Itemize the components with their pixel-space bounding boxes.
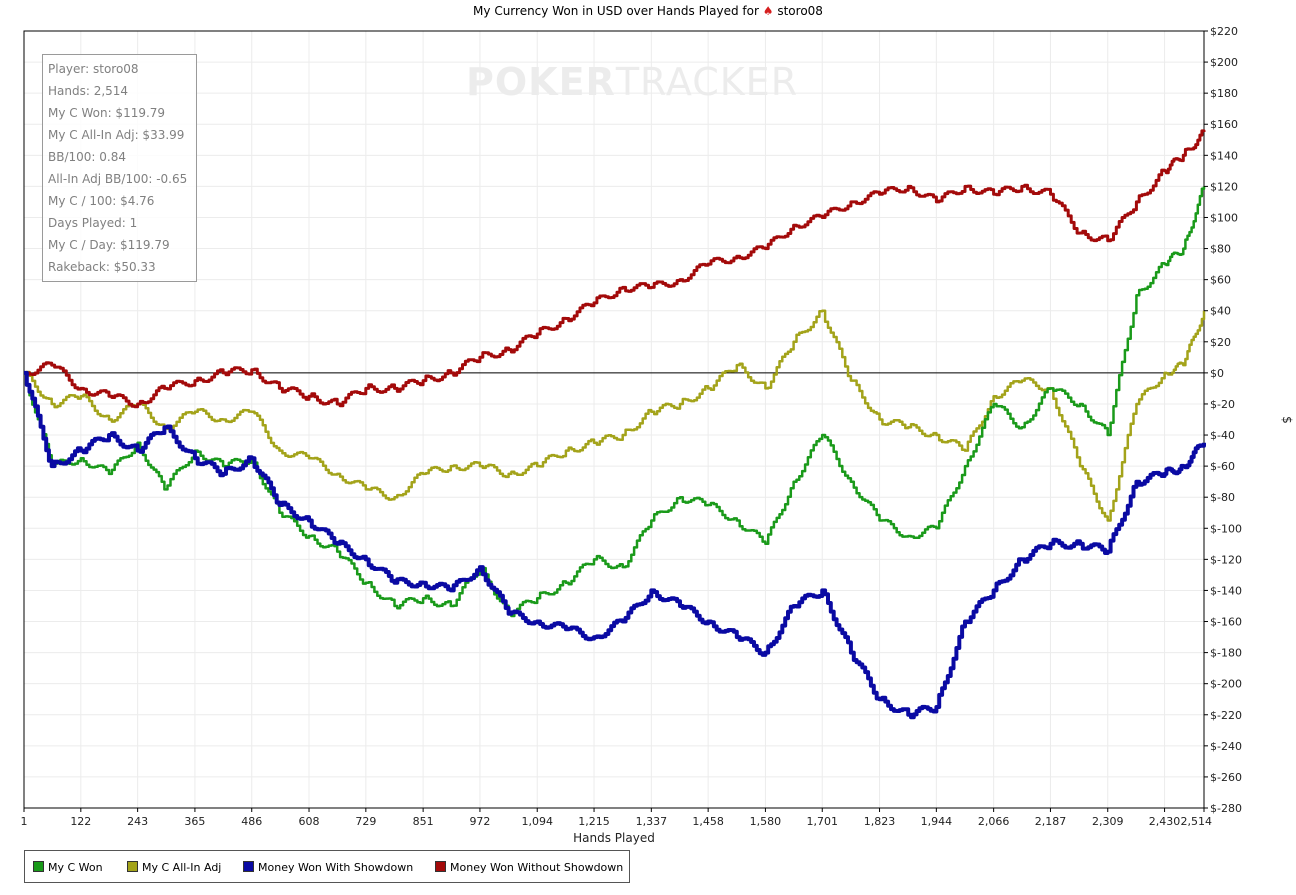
y-tick-label: $100 xyxy=(1210,211,1238,224)
stat-hands: Hands: 2,514 xyxy=(48,84,129,98)
x-tick-label: 243 xyxy=(127,815,148,828)
y-tick-label: $20 xyxy=(1210,336,1231,349)
x-tick-label: 2,309 xyxy=(1092,815,1124,828)
y-tick-label: $-240 xyxy=(1210,740,1242,753)
series-line-money-won-with-showdown xyxy=(24,370,1206,720)
series-line-money-won-without-showdown xyxy=(24,129,1206,409)
y-tick-label: $120 xyxy=(1210,180,1238,193)
pokertracker-watermark: POKERTRACKER xyxy=(466,60,798,104)
stat-rakeback: Rakeback: $50.33 xyxy=(48,260,156,274)
legend-swatch xyxy=(127,861,138,872)
x-tick-label: 1,944 xyxy=(921,815,953,828)
y-tick-label: $-120 xyxy=(1210,553,1242,566)
y-tick-label: $80 xyxy=(1210,243,1231,256)
chart-title-text: My Currency Won in USD over Hands Played… xyxy=(473,4,759,18)
x-tick-label: 1 xyxy=(21,815,28,828)
stat-my-c-won: My C Won: $119.79 xyxy=(48,106,166,120)
y-tick-label: $-140 xyxy=(1210,584,1242,597)
stat-my-c-per-day: My C / Day: $119.79 xyxy=(48,238,170,252)
x-tick-label: 1,701 xyxy=(806,815,838,828)
y-tick-label: $-20 xyxy=(1210,398,1235,411)
series-line-my-c-won xyxy=(24,186,1206,618)
series-line-my-c-all-in-adj xyxy=(24,309,1206,522)
y-tick-label: $40 xyxy=(1210,305,1231,318)
stat-my-c-all-in-adj: My C All-In Adj: $33.99 xyxy=(48,128,185,142)
legend-item-showdown[interactable]: Money Won With Showdown xyxy=(243,861,413,874)
y-tick-label: $-80 xyxy=(1210,491,1235,504)
x-tick-label: 729 xyxy=(355,815,376,828)
watermark-light: TRACKER xyxy=(615,60,799,104)
y-tick-label: $200 xyxy=(1210,56,1238,69)
legend: My C Won My C All-In Adj Money Won With … xyxy=(24,850,630,883)
y-tick-label: $-260 xyxy=(1210,771,1242,784)
x-tick-label: 2,066 xyxy=(978,815,1010,828)
legend-label: My C Won xyxy=(48,861,103,874)
legend-label: Money Won Without Showdown xyxy=(450,861,624,874)
stat-player: Player: storo08 xyxy=(48,62,139,76)
legend-swatch xyxy=(243,861,254,872)
x-tick-label: 851 xyxy=(413,815,434,828)
stat-all-in-adj-bb-100: All-In Adj BB/100: -0.65 xyxy=(48,172,188,186)
x-tick-label: 1,215 xyxy=(578,815,610,828)
y-tick-label: $-160 xyxy=(1210,616,1242,629)
chart-title: My Currency Won in USD over Hands Played… xyxy=(0,4,1296,18)
x-tick-label: 2,187 xyxy=(1035,815,1067,828)
y-tick-label: $160 xyxy=(1210,118,1238,131)
legend-item-without-showdown[interactable]: Money Won Without Showdown xyxy=(435,861,623,874)
y-tick-label: $-280 xyxy=(1210,802,1242,815)
grid xyxy=(23,30,1205,809)
legend-label: Money Won With Showdown xyxy=(258,861,414,874)
y-axis-ticks: $220 $200 $180 $160 $140 $120 $100 $80 $60 $40 $20… xyxy=(1204,25,1242,815)
x-tick-label: 486 xyxy=(241,815,262,828)
y-tick-label: $60 xyxy=(1210,274,1231,287)
y-axis-label: $ xyxy=(1280,416,1294,424)
x-tick-label: 2,514 xyxy=(1181,815,1213,828)
x-axis-ticks: 1 122 243 365 486 608 729 851 972 1,094 1,215 1,337… xyxy=(21,808,1213,828)
y-tick-label: $-60 xyxy=(1210,460,1235,473)
x-tick-label: 122 xyxy=(70,815,91,828)
x-tick-label: 972 xyxy=(469,815,490,828)
y-tick-label: $-100 xyxy=(1210,522,1242,535)
x-tick-label: 365 xyxy=(184,815,205,828)
x-tick-label: 1,458 xyxy=(692,815,724,828)
x-tick-label: 1,337 xyxy=(636,815,668,828)
series-lines xyxy=(24,129,1206,720)
stat-bb-100: BB/100: 0.84 xyxy=(48,150,126,164)
legend-item-my-c-all-in-adj[interactable]: My C All-In Adj xyxy=(127,861,221,874)
plot-area-border xyxy=(23,30,1205,809)
legend-item-my-c-won[interactable]: My C Won xyxy=(33,861,103,874)
x-axis-label: Hands Played xyxy=(573,831,655,845)
x-tick-label: 1,094 xyxy=(521,815,553,828)
x-tick-label: 2,430 xyxy=(1149,815,1181,828)
y-tick-label: $-220 xyxy=(1210,709,1242,722)
spade-icon: ♠ xyxy=(762,4,774,18)
y-tick-label: $0 xyxy=(1210,367,1224,380)
watermark-bold: POKER xyxy=(466,60,616,104)
y-tick-label: $-200 xyxy=(1210,678,1242,691)
chart-title-player: storo08 xyxy=(777,4,823,18)
x-tick-label: 608 xyxy=(299,815,320,828)
stats-box: Player: storo08 Hands: 2,514 My C Won: $… xyxy=(42,54,197,282)
y-tick-label: $140 xyxy=(1210,149,1238,162)
legend-label: My C All-In Adj xyxy=(142,861,222,874)
legend-swatch xyxy=(33,861,44,872)
stat-days-played: Days Played: 1 xyxy=(48,216,138,230)
y-tick-label: $180 xyxy=(1210,87,1238,100)
x-tick-label: 1,823 xyxy=(864,815,896,828)
y-tick-label: $220 xyxy=(1210,25,1238,38)
y-tick-label: $-40 xyxy=(1210,429,1235,442)
y-tick-label: $-180 xyxy=(1210,647,1242,660)
stat-my-c-per-100: My C / 100: $4.76 xyxy=(48,194,155,208)
x-tick-label: 1,580 xyxy=(750,815,782,828)
legend-swatch xyxy=(435,861,446,872)
